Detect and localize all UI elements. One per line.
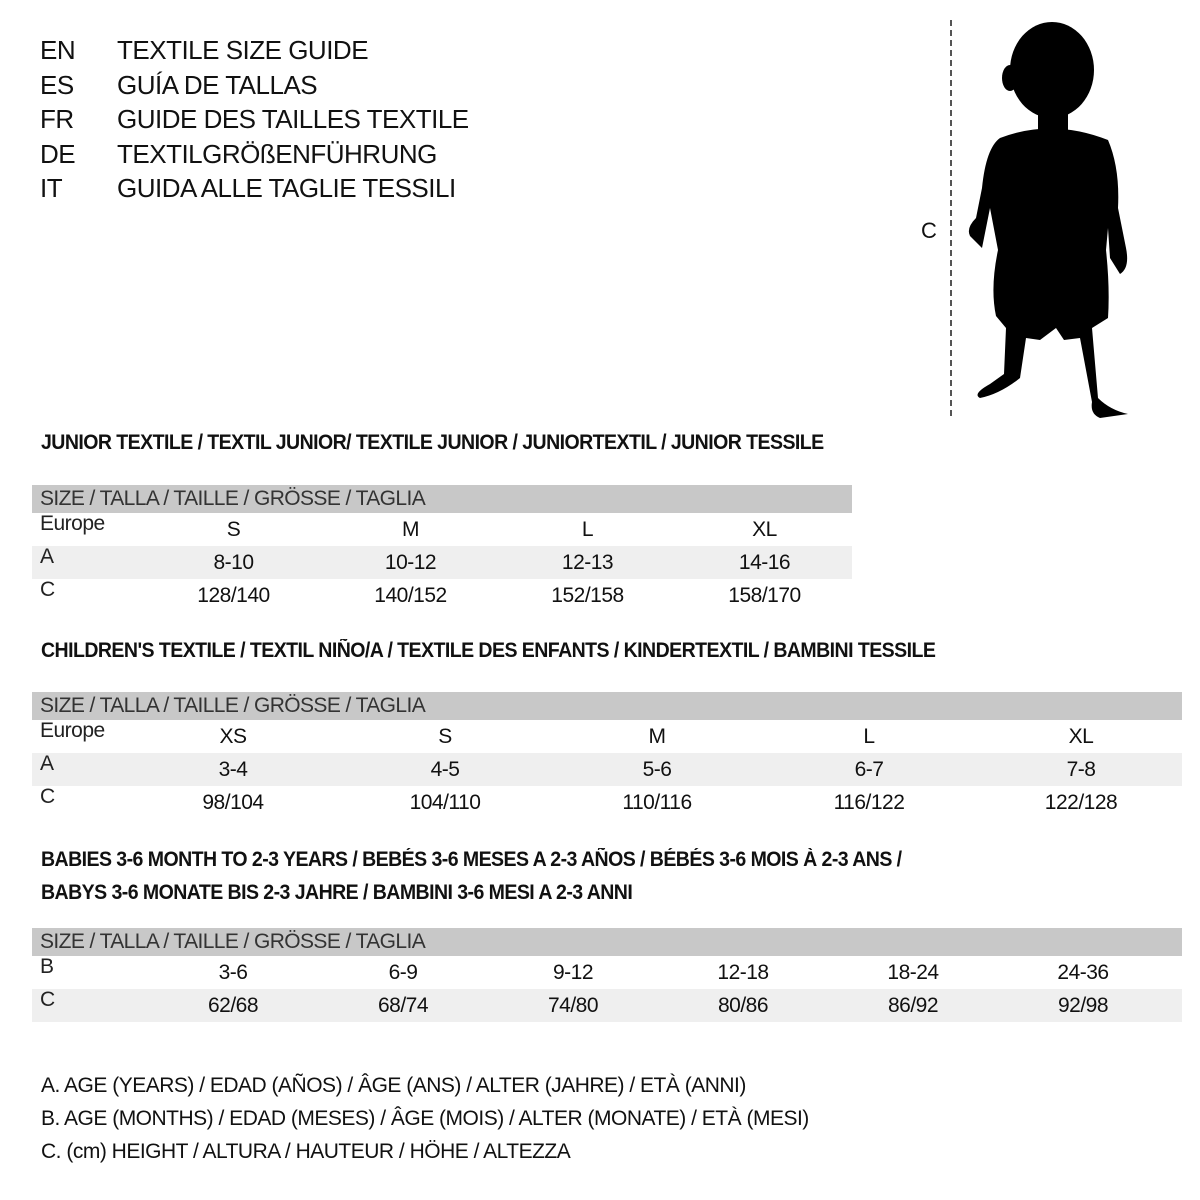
table-cell: 92/98 [1057, 994, 1109, 1017]
table-cell: 98/104 [202, 791, 264, 814]
table-row: A 8-10 10-12 12-13 14-16 [32, 545, 852, 579]
language-code: DE [40, 138, 76, 169]
table-cell: XL [752, 518, 777, 541]
table-cell: 86/92 [887, 994, 939, 1017]
language-title: IT GUIDA ALLE TAGLIE TESSILI [40, 171, 456, 205]
guide-title: GUÍA DE TALLAS [117, 69, 318, 100]
table-cell: 104/110 [409, 791, 481, 814]
table-row: C 62/68 68/74 74/80 80/86 86/92 92/98 [32, 988, 1182, 1022]
row-label: C [40, 988, 55, 1011]
table-cell: M [402, 518, 420, 541]
section-title: CHILDREN'S TEXTILE / TEXTIL NIÑO/A / TEX… [41, 639, 936, 662]
table-cell: 12-13 [561, 551, 614, 574]
size-table: SIZE / TALLA / TAILLE / GRÖSSE / TAGLIA E… [32, 692, 1182, 819]
table-row: B 3-6 6-9 9-12 12-18 18-24 24-36 [32, 955, 1182, 989]
table-cell: 140/152 [374, 584, 447, 607]
row-label: Europe [40, 719, 105, 742]
table-cell: XL [1068, 725, 1094, 748]
table-row: Europe S M L XL [32, 512, 852, 546]
language-code: ES [40, 69, 74, 100]
table-cell: 116/122 [833, 791, 905, 814]
language-code: IT [40, 173, 63, 203]
row-label: A [40, 752, 54, 775]
table-cell: 128/140 [197, 584, 270, 607]
table-header: SIZE / TALLA / TAILLE / GRÖSSE / TAGLIA [32, 692, 1182, 720]
table-cell: 9-12 [552, 961, 594, 984]
language-title: EN TEXTILE SIZE GUIDE [40, 33, 369, 67]
table-cell: 80/86 [717, 994, 769, 1017]
language-title: DE TEXTILGRÖßENFÜHRUNG [40, 137, 437, 171]
table-cell: 3-4 [218, 758, 248, 781]
section-title: BABIES 3-6 MONTH TO 2-3 YEARS / BEBÉS 3-… [41, 848, 902, 871]
table-row: C 98/104 104/110 110/116 116/122 122/128 [32, 785, 1182, 819]
table-cell: XS [219, 725, 247, 748]
table-cell: 3-6 [218, 961, 248, 984]
table-cell: 152/158 [551, 584, 624, 607]
table-cell: M [648, 725, 667, 748]
table-cell: 6-9 [388, 961, 418, 984]
guide-title: TEXTILE SIZE GUIDE [117, 35, 369, 65]
table-cell: 158/170 [728, 584, 801, 607]
table-cell: 4-5 [430, 758, 460, 781]
table-cell: 14-16 [738, 551, 791, 574]
section-title: JUNIOR TEXTILE / TEXTIL JUNIOR/ TEXTILE … [41, 431, 824, 454]
guide-title: GUIDA ALLE TAGLIE TESSILI [117, 173, 456, 203]
table-cell: 6-7 [854, 758, 884, 781]
section-title: BABYS 3-6 MONATE BIS 2-3 JAHRE / BAMBINI… [41, 881, 633, 904]
row-label: A [40, 545, 54, 568]
table-header: SIZE / TALLA / TAILLE / GRÖSSE / TAGLIA [32, 928, 1182, 956]
table-cell: 24-36 [1057, 961, 1109, 984]
table-cell: 8-10 [213, 551, 254, 574]
language-code: EN [40, 35, 76, 65]
table-row: A 3-4 4-5 5-6 6-7 7-8 [32, 752, 1182, 786]
table-cell: 122/128 [1044, 791, 1118, 814]
table-cell: 5-6 [642, 758, 672, 781]
row-label: C [40, 785, 55, 808]
table-row: C 128/140 140/152 152/158 158/170 [32, 578, 852, 612]
table-cell: L [581, 518, 594, 541]
guide-title: TEXTILGRÖßENFÜHRUNG [117, 138, 437, 169]
table-cell: 68/74 [377, 994, 429, 1017]
legend-item: B. AGE (MONTHS) / EDAD (MESES) / ÂGE (MO… [41, 1107, 809, 1130]
legend-item: C. (cm) HEIGHT / ALTURA / HAUTEUR / HÖHE… [41, 1140, 571, 1163]
guide-title: GUIDE DES TAILLES TEXTILE [117, 104, 469, 134]
table-cell: L [863, 725, 875, 748]
table-cell: S [226, 518, 241, 541]
legend-item: A. AGE (YEARS) / EDAD (AÑOS) / ÂGE (ANS)… [41, 1074, 746, 1097]
table-cell: S [438, 725, 452, 748]
language-title: ES GUÍA DE TALLAS [40, 68, 318, 102]
table-cell: 18-24 [887, 961, 939, 984]
table-row: Europe XS S M L XL [32, 719, 1182, 753]
row-label: B [40, 955, 54, 978]
table-cell: 74/80 [547, 994, 599, 1017]
size-table: SIZE / TALLA / TAILLE / GRÖSSE / TAGLIA E… [32, 485, 852, 612]
height-measure-label: C [921, 218, 937, 243]
language-code: FR [40, 104, 74, 134]
table-header: SIZE / TALLA / TAILLE / GRÖSSE / TAGLIA [32, 485, 852, 513]
table-cell: 10-12 [384, 551, 437, 574]
row-label: Europe [40, 512, 105, 535]
table-cell: 7-8 [1066, 758, 1096, 781]
table-cell: 62/68 [207, 994, 259, 1017]
table-cell: 12-18 [717, 961, 769, 984]
row-label: C [40, 578, 55, 601]
size-table: SIZE / TALLA / TAILLE / GRÖSSE / TAGLIA B… [32, 928, 1182, 1022]
baby-silhouette-icon [968, 22, 1128, 418]
height-measure-line [950, 20, 952, 416]
table-cell: 110/116 [622, 791, 692, 814]
language-title: FR GUIDE DES TAILLES TEXTILE [40, 102, 469, 136]
